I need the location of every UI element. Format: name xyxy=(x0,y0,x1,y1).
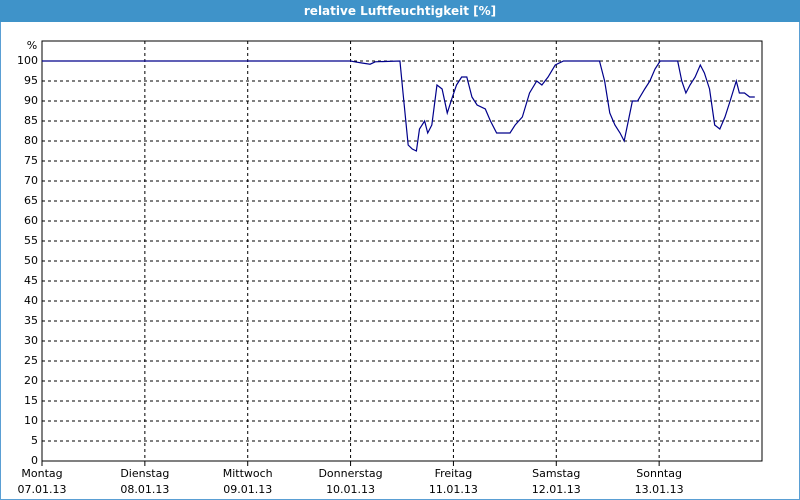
y-tick-label: 55 xyxy=(24,234,38,247)
x-tick-label: Freitag 11.01.13 xyxy=(428,467,478,496)
y-tick-label: 100 xyxy=(17,54,38,67)
y-tick-label: 65 xyxy=(24,194,38,207)
chart-title: relative Luftfeuchtigkeit [%] xyxy=(0,0,800,22)
y-tick-label: 50 xyxy=(24,254,38,267)
y-tick-label: 25 xyxy=(24,354,38,367)
x-tick-label: Donnerstag 10.01.13 xyxy=(318,467,383,496)
plot-border xyxy=(41,40,763,462)
plot-area xyxy=(42,41,762,461)
y-tick-label: 0 xyxy=(31,454,38,467)
y-tick-label: 90 xyxy=(24,94,38,107)
x-tick-label: Sonntag 13.01.13 xyxy=(634,467,684,496)
x-tick-label: Mittwoch 09.01.13 xyxy=(222,467,273,496)
data-line xyxy=(42,60,755,152)
y-tick-label: 15 xyxy=(24,394,38,407)
y-axis-label: % xyxy=(27,39,37,52)
y-tick-label: 5 xyxy=(31,434,38,447)
y-tick-label: 10 xyxy=(24,414,38,427)
x-tick-label: Montag 07.01.13 xyxy=(17,467,67,496)
y-tick-label: 35 xyxy=(24,314,38,327)
y-tick-label: 20 xyxy=(24,374,38,387)
y-tick-label: 45 xyxy=(24,274,38,287)
y-tick-label: 80 xyxy=(24,134,38,147)
x-tick-label: Dienstag 08.01.13 xyxy=(120,467,170,496)
y-tick-label: 95 xyxy=(24,74,38,87)
y-tick-label: 85 xyxy=(24,114,38,127)
y-tick-label: 40 xyxy=(24,294,38,307)
y-tick-label: 30 xyxy=(24,334,38,347)
y-tick-label: 60 xyxy=(24,214,38,227)
y-tick-label: 75 xyxy=(24,154,38,167)
y-tick-label: 70 xyxy=(24,174,38,187)
x-tick-label: Samstag 12.01.13 xyxy=(531,467,581,496)
